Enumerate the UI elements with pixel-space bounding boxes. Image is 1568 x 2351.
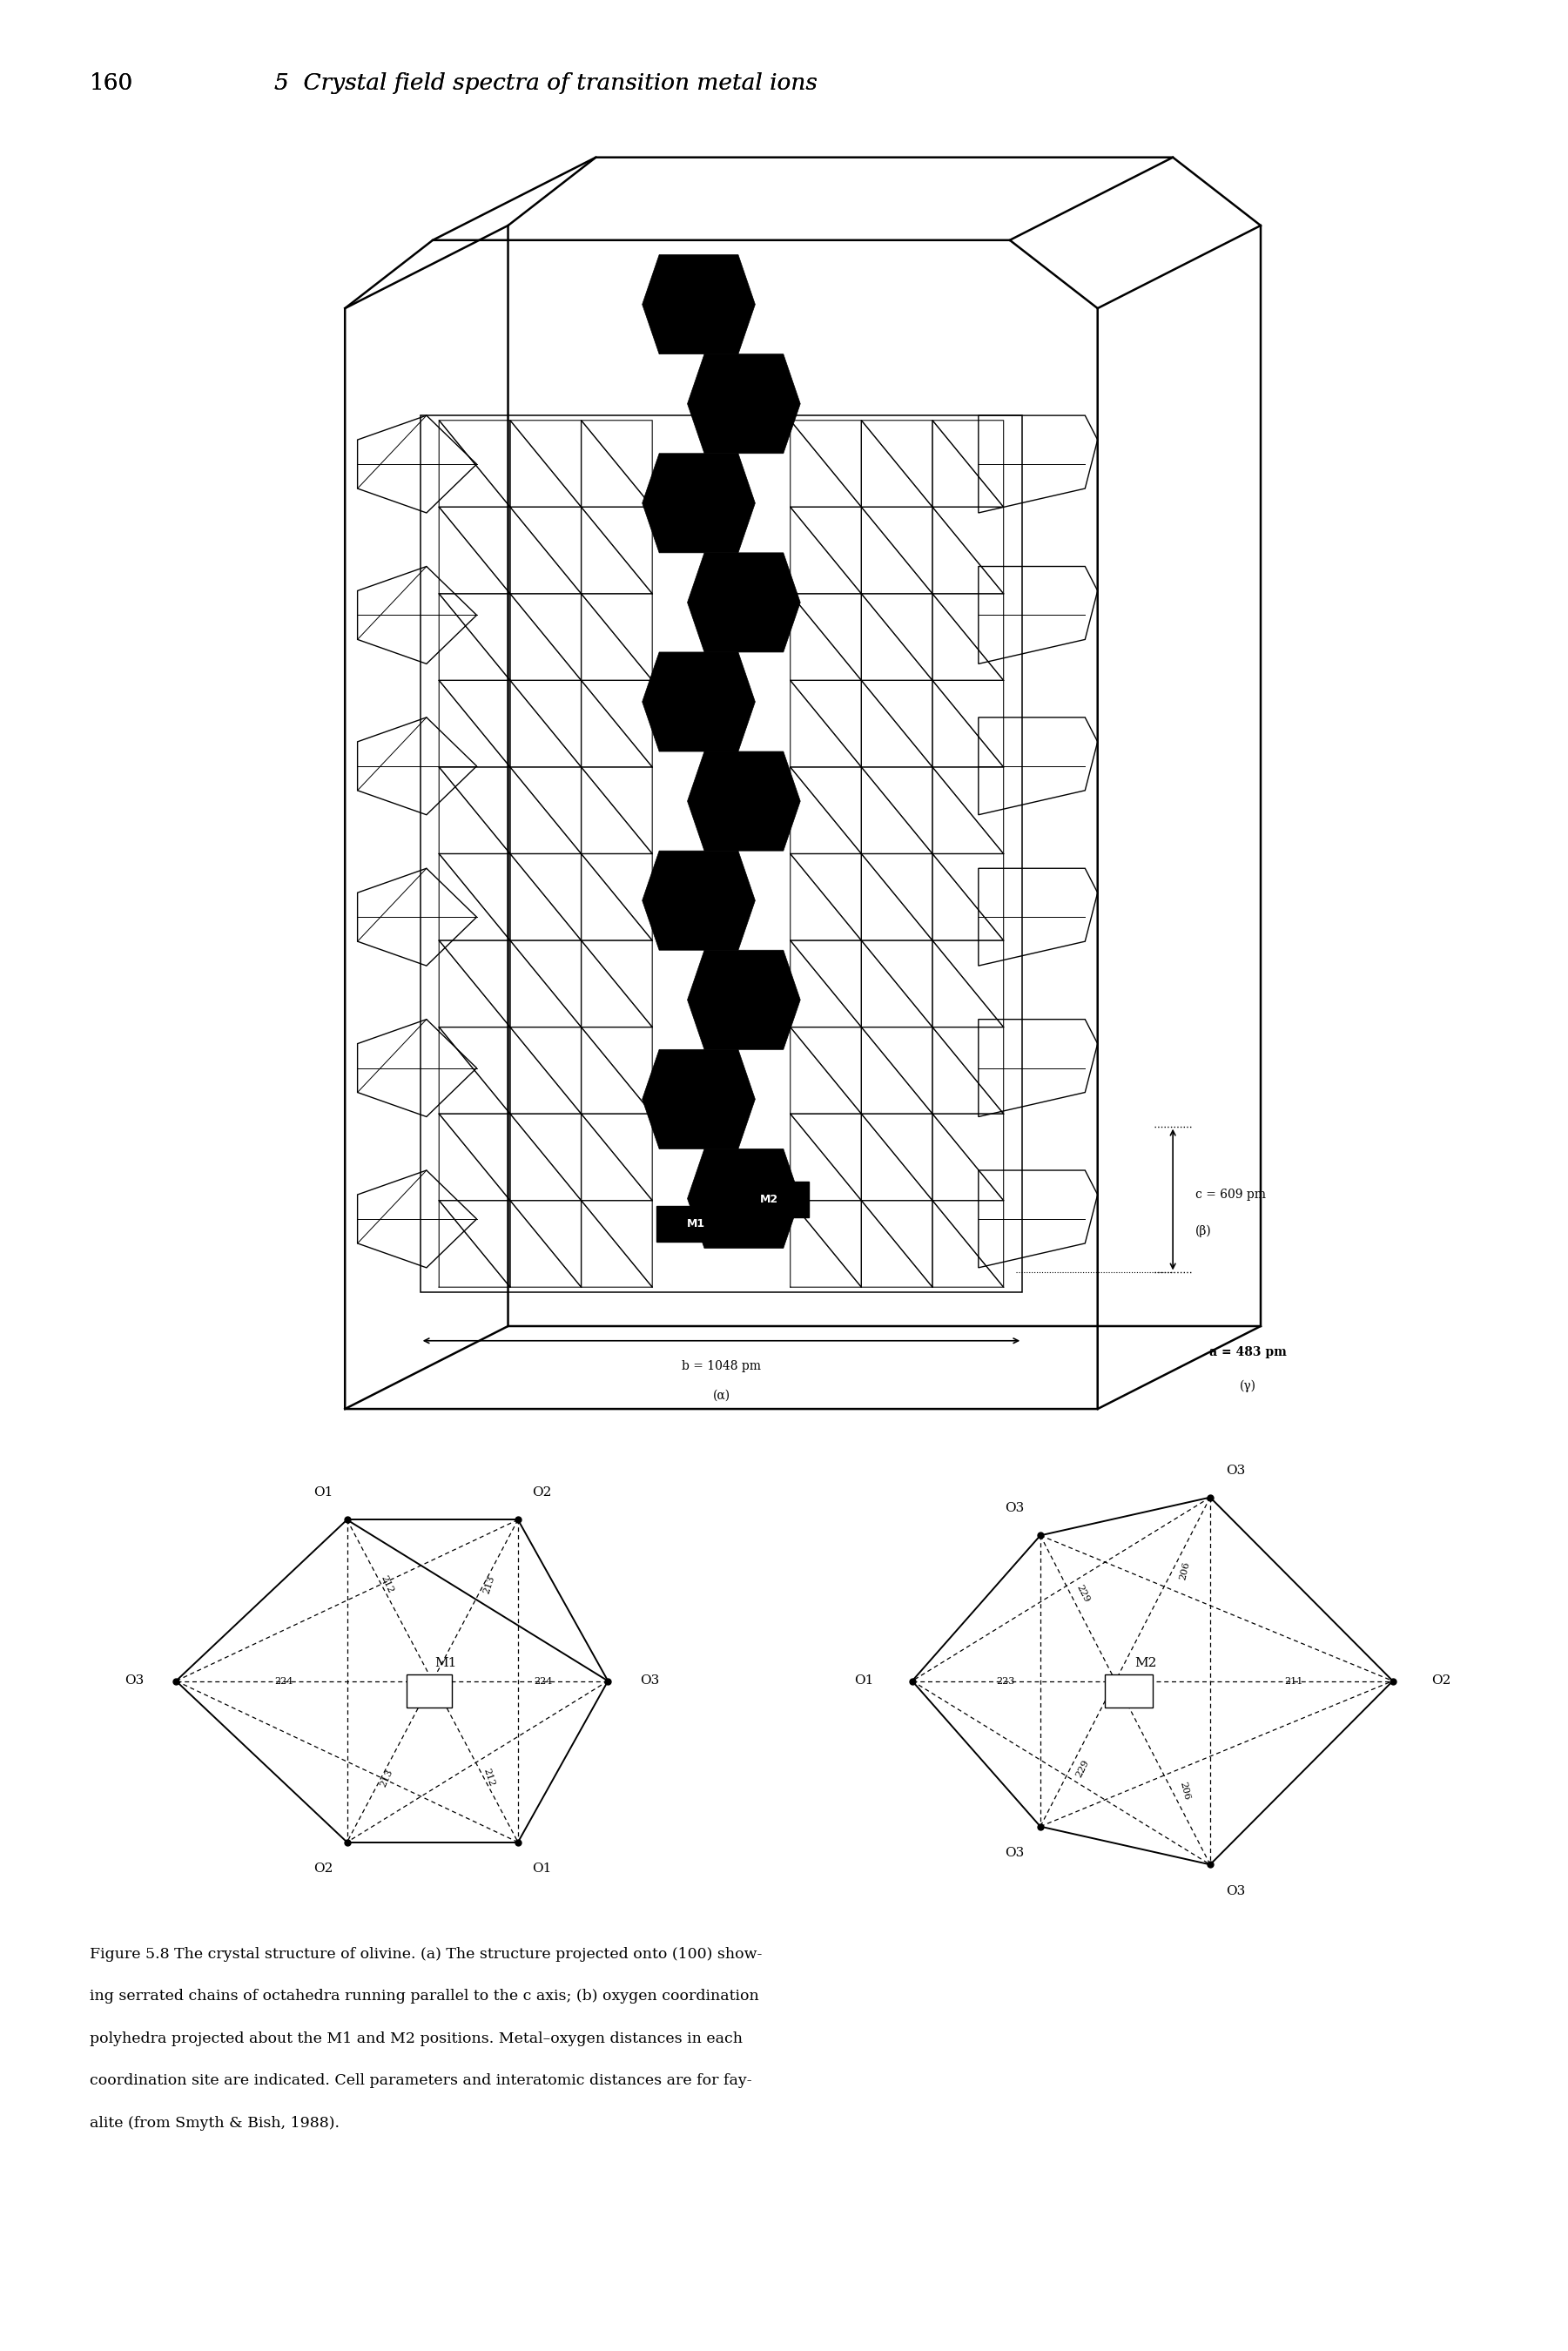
Text: (β): (β) [1195, 1225, 1212, 1237]
Text: 229: 229 [1074, 1582, 1091, 1603]
Polygon shape [687, 752, 800, 851]
Text: O1: O1 [855, 1674, 873, 1688]
Polygon shape [643, 651, 756, 752]
Text: 212: 212 [379, 1573, 395, 1594]
Text: 213: 213 [379, 1768, 395, 1789]
Text: O3: O3 [640, 1674, 660, 1688]
Text: 5  Crystal field spectra of transition metal ions: 5 Crystal field spectra of transition me… [274, 73, 817, 94]
Text: O3: O3 [1226, 1886, 1245, 1897]
Text: M2: M2 [760, 1194, 778, 1206]
Text: M2: M2 [1135, 1657, 1157, 1669]
Text: O3: O3 [1005, 1848, 1024, 1860]
Text: alite (from Smyth & Bish, 1988).: alite (from Smyth & Bish, 1988). [89, 2116, 339, 2130]
FancyBboxPatch shape [655, 1206, 737, 1241]
Polygon shape [687, 552, 800, 651]
Text: 206: 206 [1178, 1782, 1192, 1801]
Text: 212: 212 [481, 1768, 495, 1787]
Text: polyhedra projected about the M1 and M2 positions. Metal–oxygen distances in eac: polyhedra projected about the M1 and M2 … [89, 2031, 742, 2045]
Polygon shape [643, 254, 756, 355]
Text: O1: O1 [314, 1486, 332, 1500]
Text: 224: 224 [533, 1676, 552, 1686]
Text: O1: O1 [532, 1862, 552, 1876]
Polygon shape [643, 851, 756, 950]
FancyBboxPatch shape [729, 1183, 809, 1218]
Polygon shape [687, 355, 800, 454]
Text: 211: 211 [1284, 1676, 1303, 1686]
Text: a = 483 pm: a = 483 pm [1209, 1345, 1287, 1359]
Bar [1104, 1674, 1152, 1707]
Polygon shape [643, 454, 756, 552]
Text: (α): (α) [712, 1389, 731, 1401]
Text: 224: 224 [274, 1676, 293, 1686]
Text: O2: O2 [314, 1862, 332, 1876]
Bar [408, 1674, 452, 1707]
Polygon shape [687, 950, 800, 1049]
Text: 229: 229 [1074, 1759, 1091, 1780]
Text: O3: O3 [1226, 1465, 1245, 1476]
Text: O3: O3 [1005, 1502, 1024, 1514]
Text: b = 1048 pm: b = 1048 pm [682, 1361, 760, 1373]
Text: M1: M1 [687, 1218, 706, 1230]
Text: 213: 213 [481, 1575, 495, 1594]
Text: 160: 160 [89, 73, 133, 94]
Polygon shape [643, 1049, 756, 1150]
Text: 160: 160 [89, 73, 133, 94]
Text: coordination site are indicated. Cell parameters and interatomic distances are f: coordination site are indicated. Cell pa… [89, 2074, 751, 2088]
Text: ing serrated chains of octahedra running parallel to the c axis; (b) oxygen coor: ing serrated chains of octahedra running… [89, 1989, 759, 2003]
Text: Figure 5.8 The crystal structure of olivine. (a) The structure projected onto (1: Figure 5.8 The crystal structure of oliv… [89, 1947, 762, 1961]
Text: O2: O2 [532, 1486, 552, 1500]
Text: c = 609 pm: c = 609 pm [1195, 1190, 1265, 1201]
Text: (γ): (γ) [1240, 1380, 1256, 1392]
Text: O2: O2 [1432, 1674, 1450, 1688]
Text: O3: O3 [124, 1674, 144, 1688]
Text: 206: 206 [1178, 1561, 1192, 1580]
Polygon shape [687, 1150, 800, 1248]
Text: 5  Crystal field spectra of transition metal ions: 5 Crystal field spectra of transition me… [274, 73, 817, 94]
Text: 223: 223 [996, 1676, 1014, 1686]
Text: M1: M1 [434, 1657, 456, 1669]
